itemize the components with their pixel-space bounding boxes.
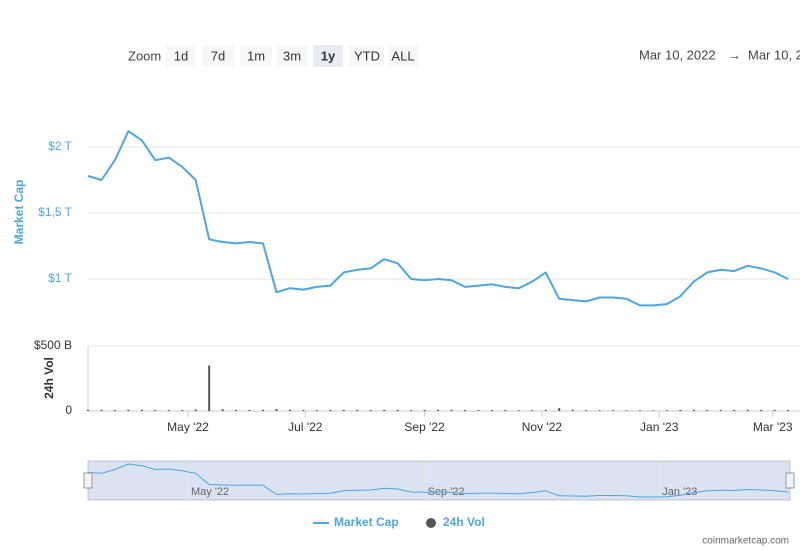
range-arrow: → [728, 47, 741, 62]
zoom-button-label[interactable]: 7d [211, 48, 225, 63]
volume-bar [544, 409, 547, 411]
zoom-button-label[interactable]: 1y [321, 48, 336, 63]
x-tick-label: Jan '23 [640, 420, 679, 434]
y-tick-label: $2 T [48, 139, 72, 153]
volume-bar [746, 409, 749, 411]
range-to: Mar 10, 2023 [748, 47, 800, 62]
y2-tick-label: $500 B [34, 338, 72, 352]
volume-bar [194, 409, 197, 411]
volume-bar [612, 410, 615, 411]
volume-bar [679, 409, 682, 411]
volume-bar [652, 410, 655, 411]
volume-bar [760, 409, 763, 411]
volume-bar [706, 409, 709, 411]
x-tick-label: May '22 [167, 420, 209, 434]
volume-bar [719, 410, 722, 411]
volume-bar [208, 365, 211, 411]
zoom-button[interactable] [313, 45, 343, 67]
volume-bar [625, 410, 628, 411]
volume-bar [531, 410, 534, 411]
legend-label: 24h Vol [443, 515, 485, 529]
zoom-button-label[interactable]: ALL [391, 48, 414, 63]
volume-bar [733, 409, 736, 411]
volume-bar [638, 410, 641, 411]
volume-bar [410, 410, 413, 411]
volume-bar [329, 409, 332, 411]
volume-bar [181, 409, 184, 411]
volume-bar [598, 410, 601, 411]
volume-bar [558, 408, 561, 411]
volume-bar [571, 409, 574, 411]
volume-bar [221, 409, 224, 411]
volume-bar [463, 409, 466, 411]
credit: coinmarketcap.com [702, 536, 789, 547]
volume-bar [787, 409, 790, 411]
zoom-button[interactable] [202, 45, 234, 67]
zoom-button-label[interactable]: 1m [247, 48, 265, 63]
zoom-button-label[interactable]: 3m [283, 48, 301, 63]
volume-bar [140, 409, 143, 411]
volume-bar [369, 410, 372, 411]
volume-bar [490, 409, 493, 411]
volume-bar [585, 410, 588, 411]
zoom-label: Zoom [128, 48, 161, 63]
volume-bar [235, 409, 238, 411]
legend-marker [426, 518, 436, 528]
navigator-line [87, 463, 789, 498]
volume-bar [437, 409, 440, 411]
volume-bar [113, 410, 116, 411]
navigator-handle[interactable] [83, 472, 93, 489]
volume-bar [302, 409, 305, 411]
legend-label: Market Cap [334, 515, 399, 529]
volume-bar [154, 409, 157, 411]
volume-bar [517, 410, 520, 411]
volume-bar [356, 409, 359, 411]
navigator-label: Jan '23 [662, 486, 697, 498]
y-tick-label: $1,5 T [38, 205, 72, 219]
volume-bar [315, 410, 318, 411]
navigator-label: May '22 [191, 486, 229, 498]
range-from: Mar 10, 2022 [639, 47, 716, 62]
zoom-button[interactable] [166, 45, 196, 67]
volume-bar [248, 409, 251, 411]
volume-bar [262, 409, 265, 411]
zoom-button[interactable] [240, 45, 272, 67]
zoom-button[interactable] [350, 45, 384, 67]
volume-bar [692, 409, 695, 411]
volume-bar [167, 410, 170, 411]
volume-bar [127, 409, 130, 411]
x-tick-label: Mar '23 [753, 420, 793, 434]
zoom-button-label[interactable]: 1d [174, 48, 188, 63]
volume-bar [477, 410, 480, 411]
volume-bar [504, 410, 507, 411]
volume-bar [450, 409, 453, 411]
volume-bar [275, 409, 278, 411]
volume-bar [383, 409, 386, 411]
volume-bar [665, 410, 668, 411]
navigator-handle[interactable] [785, 472, 795, 489]
y-tick-label: $1 T [48, 271, 72, 285]
x-tick-label: Nov '22 [522, 420, 563, 434]
y-axis-title: Market Cap [12, 180, 26, 245]
y2-tick-label: 0 [65, 403, 72, 417]
volume-bar [342, 409, 345, 411]
zoom-button-label[interactable]: YTD [354, 48, 380, 63]
market-cap-line [87, 130, 789, 307]
volume-bar [288, 409, 291, 411]
y2-axis-title: 24h Vol [42, 357, 56, 399]
x-tick-label: Jul '22 [288, 420, 323, 434]
volume-bar [100, 409, 103, 411]
volume-bar [396, 409, 399, 411]
zoom-button[interactable] [276, 45, 308, 67]
volume-bar [423, 409, 426, 411]
volume-bar [773, 409, 776, 411]
zoom-button[interactable] [388, 45, 418, 67]
volume-bar [87, 409, 89, 411]
x-tick-label: Sep '22 [404, 420, 445, 434]
